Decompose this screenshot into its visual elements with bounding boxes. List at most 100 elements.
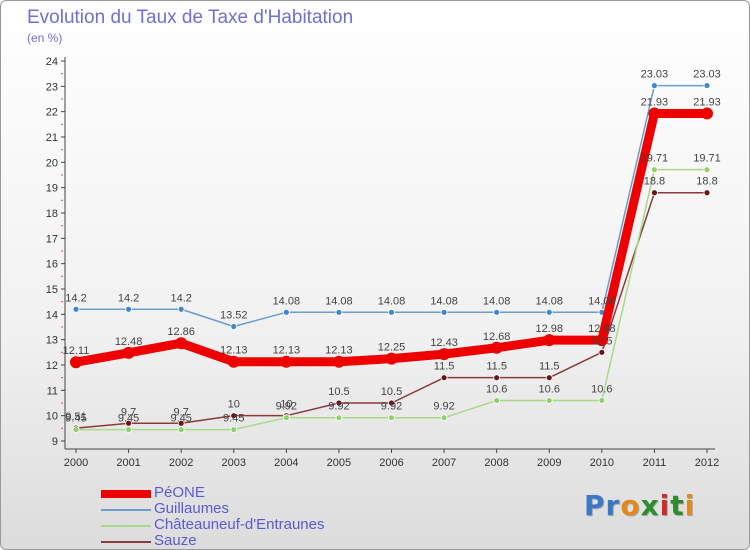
data-label: 14.08 <box>535 295 563 307</box>
logo-letter: x <box>640 489 660 522</box>
x-tick-label: 2007 <box>432 457 456 469</box>
y-tick-label: 11 <box>47 385 58 397</box>
logo-letter: o <box>620 489 641 522</box>
data-label: 10.6 <box>486 383 507 395</box>
series-point <box>493 308 501 316</box>
series-point <box>175 337 188 350</box>
chart-unit: (en %) <box>27 31 63 45</box>
x-tick-label: 2012 <box>695 457 719 469</box>
data-label: 11.5 <box>486 361 507 373</box>
series-point <box>177 305 185 313</box>
data-label: 12.13 <box>325 345 353 357</box>
data-label: 10.6 <box>539 383 560 395</box>
series-point <box>335 399 343 407</box>
series-point <box>490 341 503 354</box>
data-label: 14.08 <box>273 295 301 307</box>
series-point <box>703 189 711 197</box>
series-point <box>230 323 238 330</box>
y-tick-label: 9 <box>52 436 58 448</box>
series-point <box>280 355 293 368</box>
data-label: 23.03 <box>641 69 669 81</box>
data-label: 14.08 <box>378 295 406 307</box>
series-point <box>385 352 398 365</box>
data-label: 13.52 <box>220 309 248 321</box>
series-point <box>493 374 501 382</box>
series-point <box>438 348 451 361</box>
series-point <box>651 189 658 197</box>
data-label: 11.5 <box>434 361 455 373</box>
legend-label-chateauneuf: Châteauneuf-d'Entraunes <box>154 516 325 533</box>
series-point <box>388 308 395 316</box>
series-point <box>703 82 711 89</box>
data-label: 9.45 <box>223 413 244 425</box>
series-point <box>493 397 501 404</box>
series-point <box>598 397 606 404</box>
series-point <box>543 334 556 347</box>
series-point <box>227 355 240 368</box>
y-tick-label: 10 <box>46 411 58 423</box>
data-label: 14.2 <box>170 292 191 304</box>
series-point <box>440 414 448 422</box>
data-label: 21.93 <box>693 96 721 108</box>
data-label: 9.45 <box>118 413 139 425</box>
proxiti-logo: Proxiti <box>584 489 695 522</box>
series-point <box>335 308 343 316</box>
x-tick-label: 2000 <box>64 457 88 469</box>
data-label: 12.13 <box>220 345 248 357</box>
series-point <box>388 399 395 407</box>
data-label: 12.25 <box>378 342 406 354</box>
x-tick-label: 2009 <box>537 457 561 469</box>
y-tick-label: 13 <box>46 335 58 347</box>
series-point <box>440 374 448 382</box>
data-label: 14.08 <box>483 295 511 307</box>
data-label: 12.5 <box>591 335 612 347</box>
data-label: 14.2 <box>65 292 86 304</box>
chart-title: Evolution du Taux de Taxe d'Habitation <box>27 7 354 28</box>
series-point <box>335 414 343 422</box>
series-point <box>72 305 80 313</box>
legend-label-guillaumes: Guillaumes <box>154 500 230 517</box>
data-label: 14.08 <box>325 295 353 307</box>
data-label: 9.51 <box>65 411 86 423</box>
x-tick-label: 2004 <box>274 457 298 469</box>
data-label: 12.68 <box>483 331 511 343</box>
data-label: 12.98 <box>535 323 563 335</box>
data-label: 12.48 <box>115 336 143 348</box>
series-point <box>651 82 658 89</box>
data-label: 18.8 <box>644 176 665 188</box>
y-tick-label: 16 <box>46 259 58 271</box>
logo-letter: P <box>584 489 606 522</box>
data-label: 12.11 <box>63 345 90 357</box>
data-label: 9.92 <box>433 401 454 413</box>
data-label: 9.7 <box>174 406 189 418</box>
series-point <box>440 308 448 316</box>
x-tick-label: 2001 <box>116 457 140 469</box>
line-chart: 9 10 11 12 13 14 15 16 17 18 19 20 21 22 23 24 2000 2001 2… <box>46 56 721 469</box>
data-label: 12.86 <box>167 326 195 338</box>
series-point <box>122 346 135 359</box>
y-tick-label: 23 <box>46 81 58 93</box>
data-label: 19.71 <box>641 153 669 165</box>
series-point <box>651 166 658 174</box>
data-label: 10.5 <box>328 386 349 398</box>
data-label: 10.5 <box>381 386 402 398</box>
series-point <box>545 374 553 382</box>
series-point <box>332 355 345 368</box>
data-label: 9.45 <box>65 413 86 425</box>
data-label: 23.03 <box>693 69 721 81</box>
series-point <box>72 426 80 434</box>
data-label: 10.6 <box>591 383 612 395</box>
y-tick-label: 20 <box>46 157 58 169</box>
series-point <box>388 414 395 422</box>
series-point <box>282 414 290 422</box>
data-label: 12.43 <box>430 337 458 349</box>
logo-letter: i <box>684 489 696 522</box>
legend-label-peone: PéONE <box>154 484 205 501</box>
y-tick-label: 19 <box>46 183 58 195</box>
series-point <box>282 308 290 316</box>
series-point <box>230 412 238 420</box>
data-label: 18.8 <box>696 176 717 188</box>
logo-letter: i <box>659 489 671 522</box>
x-tick-label: 2002 <box>169 457 193 469</box>
